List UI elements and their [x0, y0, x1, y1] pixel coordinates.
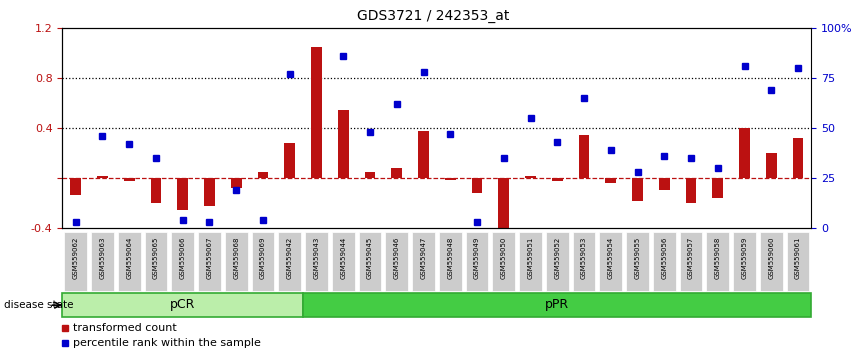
Text: GSM559051: GSM559051	[527, 237, 533, 279]
FancyBboxPatch shape	[680, 232, 702, 291]
Bar	[338, 110, 349, 178]
Bar	[445, 178, 456, 179]
FancyBboxPatch shape	[493, 232, 515, 291]
Text: GSM559067: GSM559067	[206, 237, 212, 279]
Text: GSM559042: GSM559042	[287, 237, 293, 279]
FancyBboxPatch shape	[786, 232, 810, 291]
FancyBboxPatch shape	[64, 232, 87, 291]
Bar	[525, 176, 536, 178]
Text: GSM559068: GSM559068	[233, 237, 239, 279]
Text: GSM559044: GSM559044	[340, 237, 346, 279]
FancyBboxPatch shape	[332, 232, 355, 291]
FancyBboxPatch shape	[519, 232, 542, 291]
FancyBboxPatch shape	[198, 232, 221, 291]
FancyBboxPatch shape	[734, 232, 756, 291]
Text: GSM559055: GSM559055	[635, 237, 641, 279]
FancyBboxPatch shape	[385, 232, 408, 291]
FancyBboxPatch shape	[439, 232, 462, 291]
Bar	[178, 178, 188, 210]
Bar	[713, 178, 723, 198]
FancyBboxPatch shape	[572, 232, 596, 291]
Text: pCR: pCR	[170, 298, 196, 311]
Text: GSM559047: GSM559047	[421, 237, 427, 279]
Bar	[303, 293, 811, 317]
Text: GDS3721 / 242353_at: GDS3721 / 242353_at	[357, 9, 509, 23]
Bar	[311, 47, 322, 178]
Text: GSM559069: GSM559069	[260, 237, 266, 279]
Text: GSM559056: GSM559056	[662, 237, 668, 279]
Text: GSM559045: GSM559045	[367, 237, 373, 279]
Text: GSM559057: GSM559057	[688, 237, 694, 279]
Bar	[605, 178, 616, 183]
Bar	[231, 178, 242, 188]
Bar	[365, 172, 375, 178]
Text: GSM559063: GSM559063	[100, 237, 106, 279]
Text: GSM559048: GSM559048	[447, 237, 453, 279]
Bar	[391, 169, 402, 178]
Bar	[258, 172, 268, 178]
FancyBboxPatch shape	[91, 232, 113, 291]
Text: transformed count: transformed count	[73, 322, 177, 332]
Bar	[659, 178, 669, 190]
Text: GSM559049: GSM559049	[474, 237, 480, 279]
Text: GSM559050: GSM559050	[501, 237, 507, 279]
Text: disease state: disease state	[4, 300, 74, 310]
Text: GSM559061: GSM559061	[795, 237, 801, 279]
Bar	[284, 143, 295, 178]
FancyBboxPatch shape	[599, 232, 622, 291]
Text: GSM559043: GSM559043	[313, 237, 320, 279]
Text: GSM559053: GSM559053	[581, 237, 587, 279]
FancyBboxPatch shape	[466, 232, 488, 291]
FancyBboxPatch shape	[359, 232, 381, 291]
Text: GSM559052: GSM559052	[554, 237, 560, 279]
FancyBboxPatch shape	[760, 232, 783, 291]
Text: GSM559054: GSM559054	[608, 237, 614, 279]
FancyBboxPatch shape	[225, 232, 248, 291]
Text: GSM559066: GSM559066	[180, 237, 185, 279]
Bar	[418, 131, 429, 178]
FancyBboxPatch shape	[252, 232, 275, 291]
Text: GSM559059: GSM559059	[741, 237, 747, 279]
Bar	[472, 178, 482, 193]
Bar	[792, 138, 804, 178]
Bar	[97, 176, 108, 178]
FancyBboxPatch shape	[118, 232, 140, 291]
FancyBboxPatch shape	[305, 232, 328, 291]
Text: GSM559060: GSM559060	[768, 237, 774, 279]
FancyBboxPatch shape	[707, 232, 729, 291]
Text: GSM559046: GSM559046	[394, 237, 400, 279]
Text: percentile rank within the sample: percentile rank within the sample	[73, 338, 261, 348]
FancyBboxPatch shape	[278, 232, 301, 291]
Bar	[552, 178, 563, 181]
Text: GSM559065: GSM559065	[153, 237, 159, 279]
Bar	[70, 178, 81, 195]
Bar	[124, 178, 134, 181]
Text: GSM559058: GSM559058	[714, 237, 721, 279]
Bar	[62, 293, 303, 317]
Bar	[204, 178, 215, 206]
Bar	[686, 178, 696, 203]
Bar	[766, 153, 777, 178]
Text: pPR: pPR	[546, 298, 569, 311]
Bar	[632, 178, 643, 201]
Bar	[499, 178, 509, 231]
FancyBboxPatch shape	[653, 232, 675, 291]
Bar	[578, 135, 590, 178]
FancyBboxPatch shape	[171, 232, 194, 291]
FancyBboxPatch shape	[412, 232, 435, 291]
FancyBboxPatch shape	[626, 232, 649, 291]
Text: GSM559064: GSM559064	[126, 237, 132, 279]
Text: GSM559062: GSM559062	[73, 237, 79, 279]
Bar	[740, 129, 750, 178]
FancyBboxPatch shape	[145, 232, 167, 291]
Bar	[151, 178, 161, 203]
FancyBboxPatch shape	[546, 232, 569, 291]
